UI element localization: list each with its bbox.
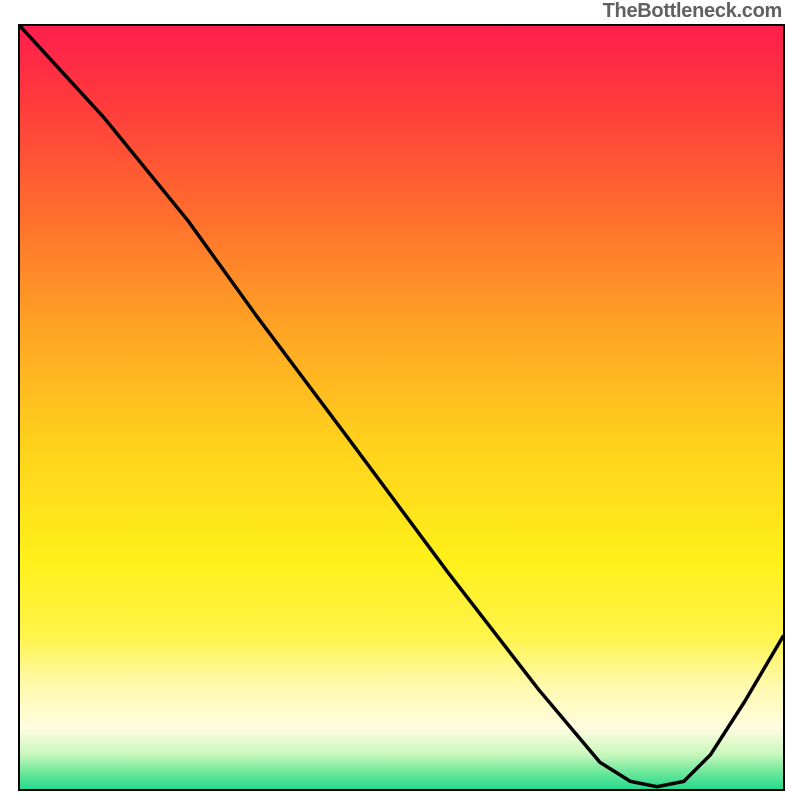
plot-frame (18, 24, 785, 791)
bottleneck-curve (20, 26, 783, 789)
bottleneck-chart: TheBottleneck.com (0, 0, 800, 800)
watermark-label: TheBottleneck.com (603, 0, 782, 23)
